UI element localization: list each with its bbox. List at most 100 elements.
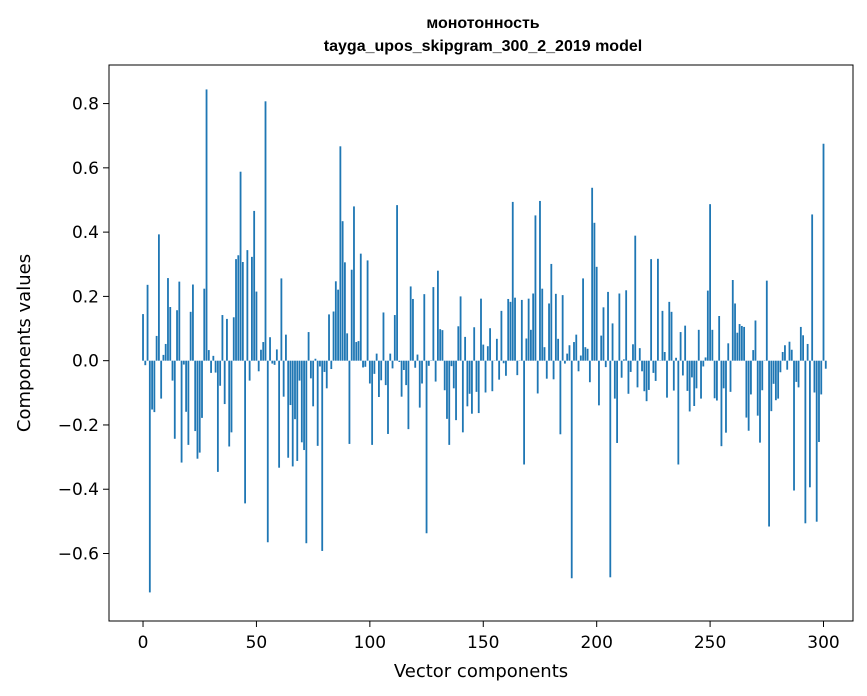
- bar-1: [144, 360, 147, 366]
- bar-19: [185, 360, 188, 412]
- bar-142: [464, 336, 467, 361]
- bar-126: [427, 360, 430, 366]
- bar-261: [734, 303, 736, 361]
- bar-204: [604, 360, 607, 368]
- bar-69: [298, 360, 301, 381]
- y-tick-label: −0.4: [58, 480, 99, 500]
- bar-218: [636, 360, 639, 388]
- bar-275: [765, 280, 768, 361]
- bar-230: [663, 352, 666, 361]
- bar-125: [425, 360, 428, 534]
- bar-236: [677, 360, 680, 465]
- bar-115: [402, 360, 405, 370]
- bar-248: [704, 357, 707, 361]
- bar-84: [332, 311, 335, 361]
- bar-14: [173, 360, 176, 439]
- bar-56: [269, 337, 271, 361]
- bar-100: [368, 360, 371, 384]
- bar-237: [679, 332, 682, 361]
- y-tick-label: 0.0: [72, 352, 99, 372]
- bar-258: [727, 343, 730, 361]
- bar-233: [670, 311, 673, 361]
- bar-249: [706, 290, 709, 361]
- bar-70: [300, 360, 303, 443]
- bar-207: [611, 323, 614, 361]
- bar-178: [545, 360, 548, 379]
- bar-13: [171, 360, 174, 381]
- bar-180: [550, 263, 553, 361]
- bar-253: [716, 360, 718, 401]
- bar-83: [330, 360, 333, 370]
- bar-112: [396, 205, 398, 361]
- bar-182: [554, 293, 557, 361]
- x-tick-label: 300: [807, 633, 839, 653]
- bar-23: [194, 360, 197, 432]
- bar-290: [799, 326, 802, 361]
- bar-122: [418, 360, 421, 408]
- bar-132: [441, 330, 444, 361]
- bar-113: [398, 360, 401, 362]
- bar-140: [459, 296, 462, 361]
- bar-295: [811, 214, 814, 361]
- bar-74: [309, 360, 312, 379]
- bar-58: [273, 360, 276, 365]
- bar-298: [818, 360, 820, 442]
- y-tick-label: 0.6: [72, 159, 99, 179]
- bar-61: [280, 278, 283, 361]
- bar-28: [205, 89, 208, 361]
- bar-219: [638, 348, 641, 361]
- bar-265: [743, 326, 746, 361]
- bar-131: [439, 329, 442, 361]
- bar-43: [239, 171, 242, 361]
- bar-75: [312, 360, 315, 407]
- bar-101: [371, 360, 374, 445]
- bar-86: [337, 289, 339, 361]
- bar-62: [282, 360, 285, 397]
- bar-291: [802, 335, 804, 361]
- bar-89: [344, 262, 346, 361]
- bar-187: [566, 353, 569, 361]
- bar-34: [219, 360, 222, 386]
- bar-197: [588, 360, 591, 383]
- bar-238: [681, 360, 684, 376]
- bar-151: [484, 360, 487, 393]
- bar-139: [457, 326, 460, 361]
- y-axis-label: Components values: [14, 254, 35, 432]
- bar-259: [729, 360, 732, 392]
- bar-172: [532, 293, 535, 361]
- bar-188: [568, 345, 571, 361]
- bar-293: [806, 343, 809, 361]
- bar-97: [362, 360, 364, 368]
- bar-158: [500, 310, 503, 361]
- bar-141: [461, 360, 464, 433]
- bar-20: [187, 360, 190, 445]
- bar-105: [380, 360, 383, 381]
- bar-123: [421, 360, 423, 384]
- bar-109: [389, 353, 392, 361]
- bar-37: [226, 318, 228, 361]
- bar-156: [495, 338, 498, 361]
- bar-48: [251, 256, 253, 361]
- bar-5: [153, 360, 156, 413]
- bar-159: [502, 360, 505, 364]
- bar-153: [489, 328, 491, 361]
- bar-31: [212, 355, 215, 361]
- bar-146: [473, 327, 476, 361]
- bar-220: [641, 360, 643, 372]
- y-tick-label: 0.8: [72, 95, 99, 115]
- bar-260: [731, 280, 734, 361]
- bar-278: [772, 360, 775, 384]
- bar-177: [543, 347, 546, 361]
- bar-40: [232, 317, 235, 361]
- bar-52: [260, 349, 262, 361]
- bar-175: [539, 200, 541, 361]
- bar-124: [423, 294, 426, 361]
- bar-294: [809, 360, 811, 488]
- bar-88: [341, 221, 344, 361]
- bar-128: [432, 287, 435, 361]
- bar-272: [759, 360, 761, 443]
- bar-22: [192, 284, 194, 361]
- bar-118: [409, 286, 412, 361]
- bar-42: [237, 255, 240, 361]
